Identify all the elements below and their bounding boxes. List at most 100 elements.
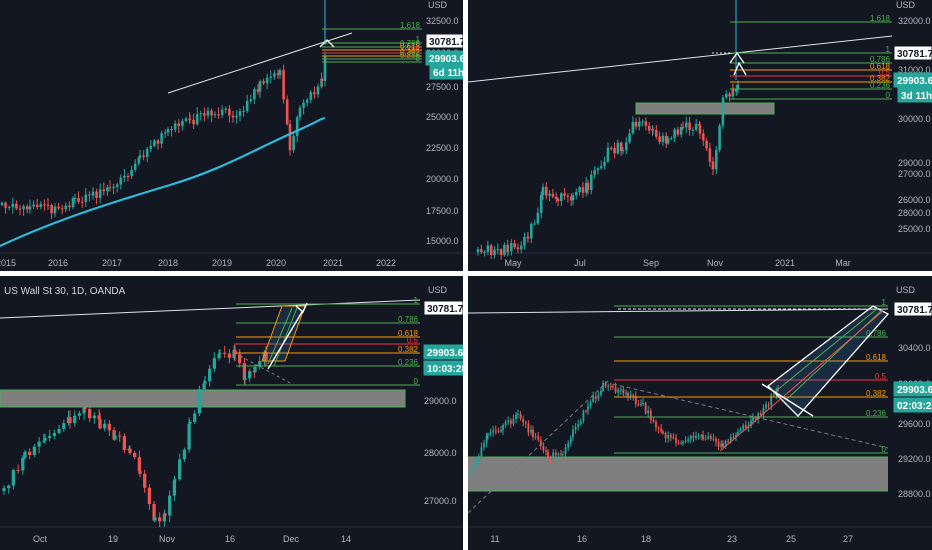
x-axis-tick-label: 25	[786, 534, 796, 544]
candle-body	[166, 129, 170, 133]
candle-body	[220, 109, 224, 115]
candle-body	[23, 451, 27, 458]
candle-body	[721, 97, 725, 107]
daily-overview-chart-pane[interactable]: USD 32000.0 31000.0 30000.0 29000.0 28000.0 27…	[468, 0, 932, 271]
candle-body	[551, 193, 555, 197]
countdown-label: 02:03:28	[897, 401, 932, 412]
candle-body	[770, 394, 773, 406]
candle-body	[599, 166, 603, 169]
candle-body	[212, 358, 217, 369]
candle-body	[25, 206, 29, 210]
candle-body	[188, 118, 192, 120]
y-axis-tick-label: 29000.0	[424, 396, 457, 406]
candle-body	[193, 413, 197, 422]
candle-body	[295, 117, 299, 137]
fib-level-label: 0.5	[875, 372, 887, 381]
candle-body	[112, 430, 116, 440]
candle-body	[517, 413, 519, 415]
candle-body	[71, 198, 75, 208]
candle-body	[644, 402, 647, 414]
candle-body	[619, 142, 623, 152]
y-axis-tick-label: 32500.0	[426, 16, 459, 26]
candle-body	[292, 136, 295, 151]
candle-body	[217, 353, 221, 359]
candle-body	[607, 386, 610, 388]
candle-body	[539, 439, 542, 446]
candle-body	[11, 469, 16, 486]
candle-body	[64, 205, 68, 210]
candle-body	[138, 470, 142, 474]
candle-body	[119, 177, 123, 185]
candle-body	[15, 203, 18, 209]
y-axis-tick-label: 25000.0	[898, 224, 931, 234]
candle-body	[102, 189, 106, 192]
descending-dashed-line	[612, 383, 889, 449]
support-zone	[635, 102, 775, 115]
candle-body	[88, 194, 91, 196]
candle-body	[596, 168, 600, 170]
candle-body	[77, 413, 82, 416]
candle-body	[567, 443, 570, 448]
candle-body	[137, 157, 141, 164]
price-label-current: 30781.7	[897, 49, 932, 60]
x-axis-tick-label: 2015	[0, 258, 16, 268]
candle-body	[614, 387, 617, 393]
candle-body	[564, 447, 567, 455]
x-axis-tick-label: Jul	[574, 258, 586, 268]
fib-level-label: 1	[886, 45, 891, 54]
countdown-label: 10:03:28	[427, 364, 463, 375]
candle-body	[679, 127, 683, 135]
candle-body	[545, 186, 548, 196]
candle-body	[320, 78, 324, 81]
x-axis-tick-label: 16	[225, 534, 235, 544]
candle-body	[282, 70, 285, 100]
candle-body	[133, 452, 137, 458]
weekly-chart-pane[interactable]: USD32500.030000.027500.025000.022500.020…	[0, 0, 463, 271]
candle-body	[575, 192, 578, 196]
fib-level-label: 0	[886, 91, 891, 100]
candle-body	[138, 155, 142, 158]
candle-body	[547, 451, 549, 458]
chart-svg: US Wall St 30, 1D, OANDA USD 29000.0 28000.…	[0, 285, 463, 544]
y-axis-tick-label: 25000.0	[426, 112, 459, 122]
fib-level-label: 1	[416, 35, 421, 44]
candle-body	[621, 150, 625, 152]
candle-body	[545, 450, 547, 452]
hourly-chart-pane[interactable]: USD30400.030000.029600.029200.028800.011…	[468, 276, 932, 550]
candle-body	[130, 169, 133, 177]
price-label-close: 29903.6	[427, 348, 463, 359]
candle-body	[316, 86, 320, 95]
candle-body	[513, 243, 516, 248]
projection-arrow	[319, 39, 335, 48]
countdown-label-bg	[893, 397, 932, 413]
candle-body	[217, 114, 220, 116]
candle-body	[775, 389, 778, 395]
descending-dashed-line	[239, 355, 293, 385]
candle-body	[563, 193, 566, 196]
candle-body	[562, 454, 564, 456]
candle-body	[516, 247, 520, 250]
currency-label: USD	[428, 285, 448, 295]
candle-body	[112, 186, 115, 189]
candle-body	[496, 249, 500, 251]
candle-body	[675, 437, 677, 443]
candle-body	[153, 517, 157, 521]
candle-body	[704, 438, 707, 440]
candle-body	[98, 189, 102, 198]
candle-body	[202, 383, 206, 390]
candle-body	[676, 129, 680, 135]
candle-body	[506, 251, 510, 253]
candle-body	[492, 430, 495, 433]
candle-body	[238, 354, 242, 364]
candle-body	[616, 142, 620, 154]
candle-body	[572, 429, 574, 438]
candle-body	[493, 249, 496, 256]
candle-body	[685, 122, 688, 128]
candle-body	[210, 110, 213, 116]
candle-body	[560, 453, 562, 455]
pitchfork-handle	[761, 383, 814, 417]
daily-chart-pane[interactable]: US Wall St 30, 1D, OANDA USD 29000.0 28000.…	[0, 276, 463, 550]
candle-body	[7, 485, 11, 489]
candle-body	[4, 202, 7, 208]
x-axis-tick-label: 14	[341, 534, 351, 544]
